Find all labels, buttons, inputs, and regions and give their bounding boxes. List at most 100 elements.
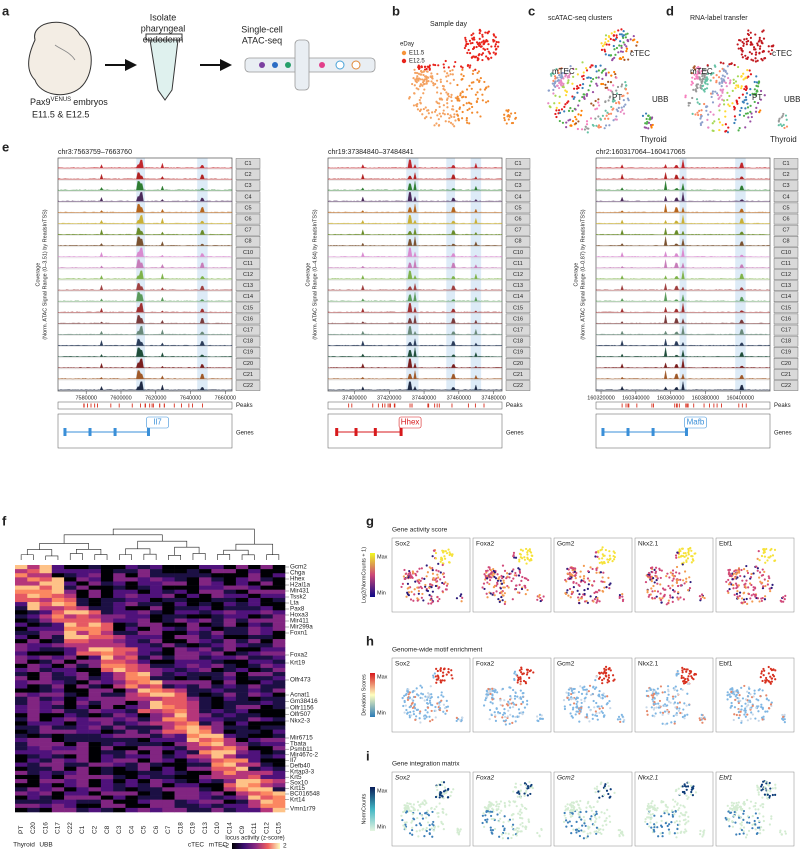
column-label: C2 — [91, 825, 98, 834]
umap-point — [413, 703, 417, 706]
heat-cell — [199, 746, 212, 751]
heat-cell — [199, 807, 212, 813]
umap-point — [442, 674, 445, 677]
heat-cell — [100, 663, 114, 669]
umap-point — [752, 593, 755, 596]
heat-cell — [113, 585, 126, 590]
heat-cell — [137, 614, 151, 619]
heat-cell — [64, 737, 77, 743]
umap-point — [516, 681, 519, 684]
colorbar — [370, 673, 375, 717]
genes-frame — [595, 413, 771, 449]
umap-point — [409, 705, 412, 708]
umap-point — [508, 698, 512, 701]
heat-cell — [76, 634, 89, 640]
heat-cell — [125, 770, 139, 776]
heat-cell — [125, 774, 139, 780]
heat-cell — [39, 565, 53, 570]
umap-point — [577, 120, 580, 123]
umap-point — [412, 713, 416, 716]
umap-point — [416, 597, 419, 600]
heat-cell — [15, 770, 28, 776]
heat-cell — [186, 700, 200, 706]
umap-point — [489, 569, 492, 572]
heat-cell — [64, 581, 77, 586]
heat-cell — [15, 688, 28, 693]
umap-point — [599, 118, 602, 121]
umap-point — [743, 99, 746, 102]
umap-point — [434, 551, 438, 555]
heat-cell — [39, 717, 53, 722]
umap-point — [556, 84, 559, 87]
umap-point — [721, 98, 724, 101]
umap-point — [567, 74, 571, 77]
heat-cell — [76, 721, 89, 726]
umap-point — [593, 706, 596, 709]
umap-point — [415, 830, 418, 833]
heat-cell — [88, 659, 102, 665]
umap-point — [697, 65, 700, 69]
umap-point — [621, 109, 624, 112]
gene-label: Foxa2 — [290, 652, 308, 659]
umap-point — [645, 710, 649, 713]
cluster-box — [505, 269, 531, 280]
coverage — [595, 303, 771, 313]
umap-point — [451, 105, 454, 108]
umap-point — [742, 44, 745, 47]
heat-cell — [211, 602, 224, 607]
umap-point — [749, 693, 752, 696]
heat-cell — [260, 569, 274, 574]
umap-point — [746, 602, 749, 605]
heat-cell — [88, 692, 102, 698]
umap-point — [443, 557, 447, 560]
umap-point — [646, 589, 649, 592]
heat-cell — [150, 770, 163, 776]
umap-point — [490, 713, 493, 717]
heat-cell — [100, 647, 114, 652]
genes-label: Genes — [236, 431, 254, 437]
heat-cell — [174, 626, 188, 632]
umap-point — [570, 590, 574, 593]
cluster-label: C2 — [244, 172, 251, 178]
umap-point — [516, 695, 519, 698]
umap-point — [404, 804, 408, 807]
heat-cell — [235, 589, 249, 595]
umap-point — [696, 83, 700, 86]
heat-cell — [162, 807, 175, 813]
heat-cell — [100, 643, 114, 648]
umap-point — [760, 672, 763, 675]
umap-point — [616, 110, 619, 113]
coverage — [327, 247, 503, 258]
heat-cell — [88, 770, 102, 776]
embryo-label: Pax9VENUS embryos — [30, 97, 108, 108]
umap-point — [620, 85, 623, 88]
umap-point — [612, 119, 615, 122]
umap-point — [683, 714, 687, 717]
heat-cell — [88, 713, 102, 718]
coverage — [595, 204, 771, 213]
umap-point — [584, 688, 587, 691]
column-label: C9 — [239, 825, 246, 834]
umap-point — [501, 564, 505, 567]
umap-point — [682, 552, 685, 555]
heat-cell — [260, 787, 274, 792]
umap-point — [620, 713, 623, 716]
umap-point — [442, 104, 445, 107]
heat-cell — [211, 569, 224, 574]
umap-point — [412, 599, 415, 602]
heat-cell — [76, 692, 89, 698]
heat-cell — [272, 614, 286, 619]
umap-point — [571, 82, 574, 85]
umap-point — [547, 89, 551, 92]
umap-point — [750, 711, 753, 714]
exon — [601, 428, 605, 436]
heat-cell — [39, 704, 53, 710]
heat-cell — [39, 783, 53, 788]
umap-point — [580, 692, 584, 695]
umap-point — [603, 43, 606, 46]
heat-cell — [39, 696, 53, 702]
heat-cell — [235, 581, 249, 586]
umap-point — [768, 556, 771, 559]
umap-point — [743, 87, 746, 91]
umap-point — [440, 794, 443, 797]
